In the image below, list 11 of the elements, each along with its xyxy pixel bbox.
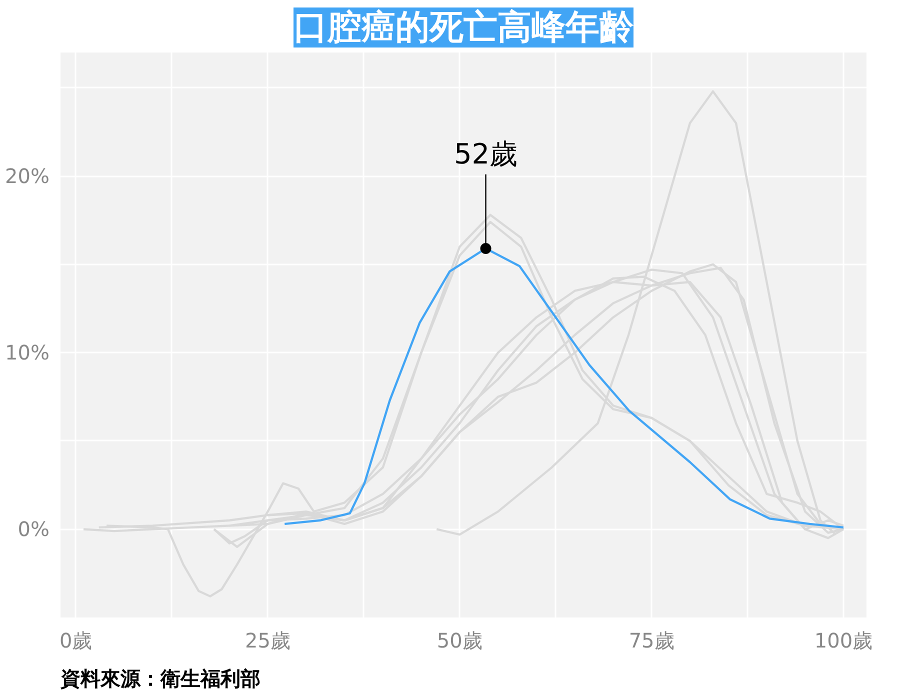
x-tick-label: 25歲 — [245, 628, 290, 652]
x-tick-label: 50歲 — [436, 628, 482, 652]
x-tick-label: 0歲 — [59, 628, 92, 652]
x-tick-label: 100歲 — [814, 628, 873, 652]
x-tick-label: 75歲 — [628, 628, 674, 652]
source-note: 資料來源：衛生福利部 — [60, 666, 260, 690]
y-tick-label: 20% — [5, 164, 50, 188]
annotation: 52歲 — [454, 137, 518, 170]
chart-title: 口腔癌的死亡高峰年齡 — [294, 8, 634, 48]
y-tick-label: 0% — [18, 517, 50, 542]
y-tick-label: 10% — [5, 340, 50, 365]
